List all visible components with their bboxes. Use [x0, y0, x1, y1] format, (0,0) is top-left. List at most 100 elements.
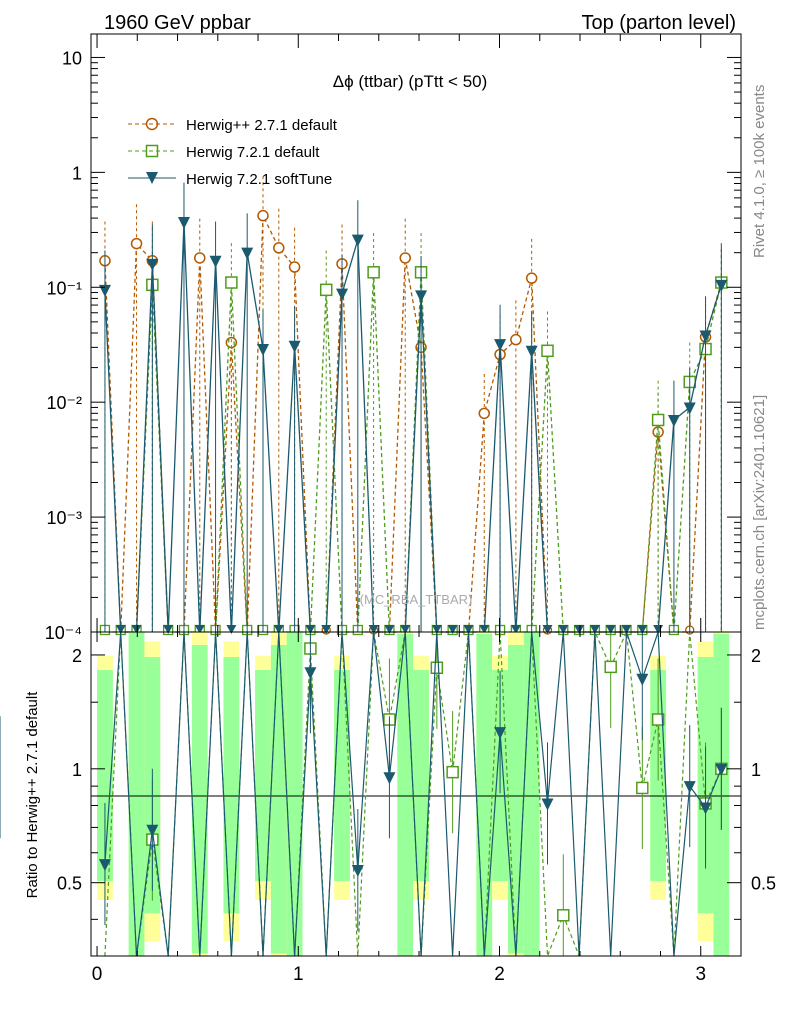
floor-point: [163, 625, 174, 634]
data-point: [525, 345, 538, 358]
legend-marker-herwigpp: [145, 117, 159, 131]
ratio-series: [0, 629, 728, 957]
ratio-point: [651, 713, 665, 726]
ratio-point: [604, 660, 617, 674]
band-green: [413, 670, 429, 882]
data-point: [273, 242, 285, 254]
ratio-point: [541, 798, 554, 811]
x-tick-label: 0: [92, 964, 103, 985]
band-green: [191, 645, 208, 954]
floor-point: [115, 625, 126, 634]
band-green: [523, 632, 540, 956]
data-point: [288, 261, 301, 273]
ratio-point: [699, 802, 712, 815]
data-point: [257, 209, 269, 222]
floor-point: [273, 625, 284, 634]
data-point: [209, 255, 222, 268]
watermark: (MC_RBA_TTBAR): [360, 592, 473, 607]
ratio-point: [430, 661, 444, 675]
main-series: [98, 176, 728, 636]
ratio-point: [636, 673, 649, 686]
floor-point: [621, 625, 632, 634]
band-green: [334, 670, 350, 882]
ratio-frame: [90, 631, 742, 957]
data-point: [667, 414, 680, 427]
ratio-tick-label-right: 1: [751, 760, 761, 780]
data-point: [351, 234, 364, 247]
y-tick-label: 10⁻³: [46, 508, 82, 528]
floor-point: [463, 625, 474, 634]
data-point: [194, 252, 206, 264]
legend-label-h7default: Herwig 7.2.1 default: [186, 144, 320, 161]
floor-point: [542, 625, 553, 634]
ratio-tick-label-right: 0.5: [751, 874, 776, 894]
data-point: [715, 279, 728, 292]
data-point: [146, 258, 159, 271]
floor-point: [131, 625, 142, 634]
ratio-point: [146, 824, 159, 837]
y-tick-label: 10⁻⁴: [45, 623, 82, 643]
y-tick-label: 1: [72, 163, 82, 183]
data-point: [510, 333, 522, 346]
ratio-y-label: Ratio to Herwig++ 2.7.1 default: [24, 691, 41, 899]
y-tick-label: 10⁻¹: [46, 278, 82, 298]
data-point: [399, 252, 411, 264]
floor-point: [194, 625, 205, 634]
floor-point: [589, 625, 600, 634]
y-tick-label: 10⁻²: [46, 393, 82, 413]
band-green: [270, 645, 287, 954]
legend: Herwig++ 2.7.1 default Herwig 7.2.1 defa…: [128, 117, 338, 188]
floor-point: [368, 625, 379, 634]
ratio-point: [683, 781, 696, 794]
data-point: [241, 247, 254, 260]
floor-point: [226, 625, 237, 634]
data-point: [130, 237, 143, 250]
ratio-tick-label-left: 0.5: [57, 874, 82, 894]
data-point: [494, 339, 507, 352]
axes: 0 1 2 3 10 1 10⁻¹ 10⁻² 10⁻³ 10⁻⁴ 2 2 1 1 0.5 0.5: [45, 34, 776, 985]
band-green: [286, 632, 303, 956]
data-point: [256, 344, 269, 357]
data-point: [288, 340, 301, 353]
floor-point: [574, 625, 585, 634]
data-point: [651, 413, 665, 427]
data-point: [177, 216, 190, 229]
floor-point: [400, 625, 411, 634]
band-green: [223, 657, 240, 914]
y-tick-label: 10: [62, 48, 82, 68]
floor-point: [431, 625, 442, 634]
mcplots-label: mcplots.cern.ch [arXiv:2401.10621]: [751, 395, 768, 630]
legend-label-h7soft: Herwig 7.2.1 softTune: [186, 171, 332, 188]
ratio-tick-label-left: 2: [72, 646, 82, 666]
ratio-point: [494, 727, 507, 740]
floor-point: [558, 625, 569, 634]
floor-point: [447, 625, 458, 634]
header-left: 1960 GeV ppbar: [104, 12, 251, 34]
data-point: [225, 276, 238, 289]
ratio-point: [446, 765, 459, 779]
series-line-2: [104, 221, 722, 633]
data-point: [336, 288, 349, 301]
floor-point: [510, 625, 521, 634]
x-tick-label: 3: [695, 964, 706, 985]
ratio-line-2: [104, 631, 722, 957]
ratio-point: [351, 865, 364, 878]
ratio-point: [98, 859, 111, 872]
ratio-point: [383, 772, 396, 785]
x-tick-label: 2: [494, 964, 505, 985]
ratio-tick-label-left: 1: [72, 760, 82, 780]
ratio-tick-label-right: 2: [751, 646, 761, 666]
floor-point: [637, 625, 648, 634]
legend-marker-h7soft: [146, 172, 158, 184]
data-point: [367, 266, 380, 279]
band-green: [476, 633, 493, 956]
data-point: [98, 284, 111, 297]
floor-point: [305, 625, 316, 634]
ratio-point: [715, 763, 728, 776]
ratio-point: [304, 667, 317, 680]
floor-point: [479, 625, 490, 634]
header-right: Top (parton level): [581, 12, 736, 34]
data-point: [683, 402, 696, 415]
floor-point: [384, 625, 395, 634]
